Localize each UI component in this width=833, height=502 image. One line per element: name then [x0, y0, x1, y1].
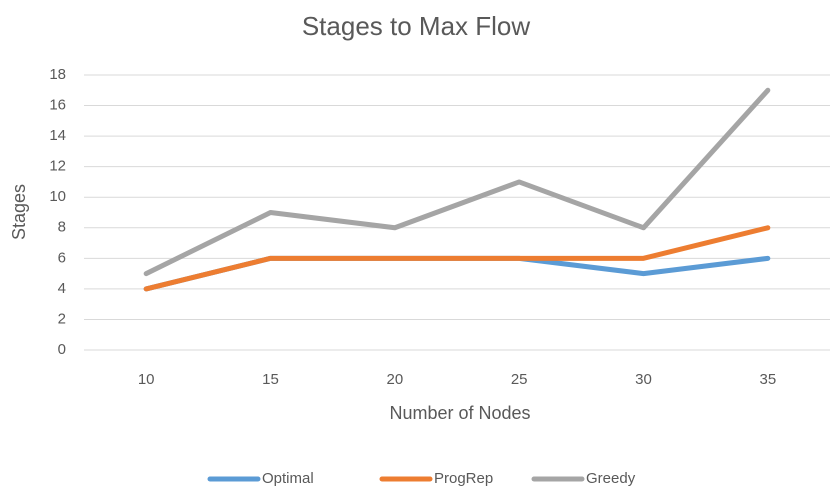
series-line: [143, 255, 771, 292]
x-tick-label: 10: [138, 371, 155, 388]
y-tick-label: 8: [58, 219, 66, 236]
x-tick-label: 15: [262, 371, 279, 388]
y-axis-label: Stages: [9, 184, 29, 240]
y-tick-label: 18: [49, 66, 66, 83]
y-tick-label: 16: [49, 97, 66, 114]
y-tick-label: 2: [58, 310, 66, 327]
y-tick-label: 10: [49, 188, 66, 205]
legend-label: Greedy: [586, 470, 636, 487]
x-tick-label: 30: [635, 371, 652, 388]
x-tick-label: 35: [759, 371, 776, 388]
chart-title: Stages to Max Flow: [302, 11, 531, 41]
series-line: [143, 87, 771, 277]
x-tick-label: 20: [386, 371, 403, 388]
y-tick-label: 4: [58, 280, 66, 297]
x-axis-label: Number of Nodes: [389, 403, 530, 423]
legend-label: ProgRep: [434, 470, 493, 487]
y-tick-label: 12: [49, 158, 66, 175]
legend-label: Optimal: [262, 470, 314, 487]
y-tick-label: 6: [58, 249, 66, 266]
y-tick-label: 0: [58, 341, 66, 358]
y-tick-label: 14: [49, 127, 66, 144]
series-line: [143, 225, 771, 292]
x-tick-label: 25: [511, 371, 528, 388]
